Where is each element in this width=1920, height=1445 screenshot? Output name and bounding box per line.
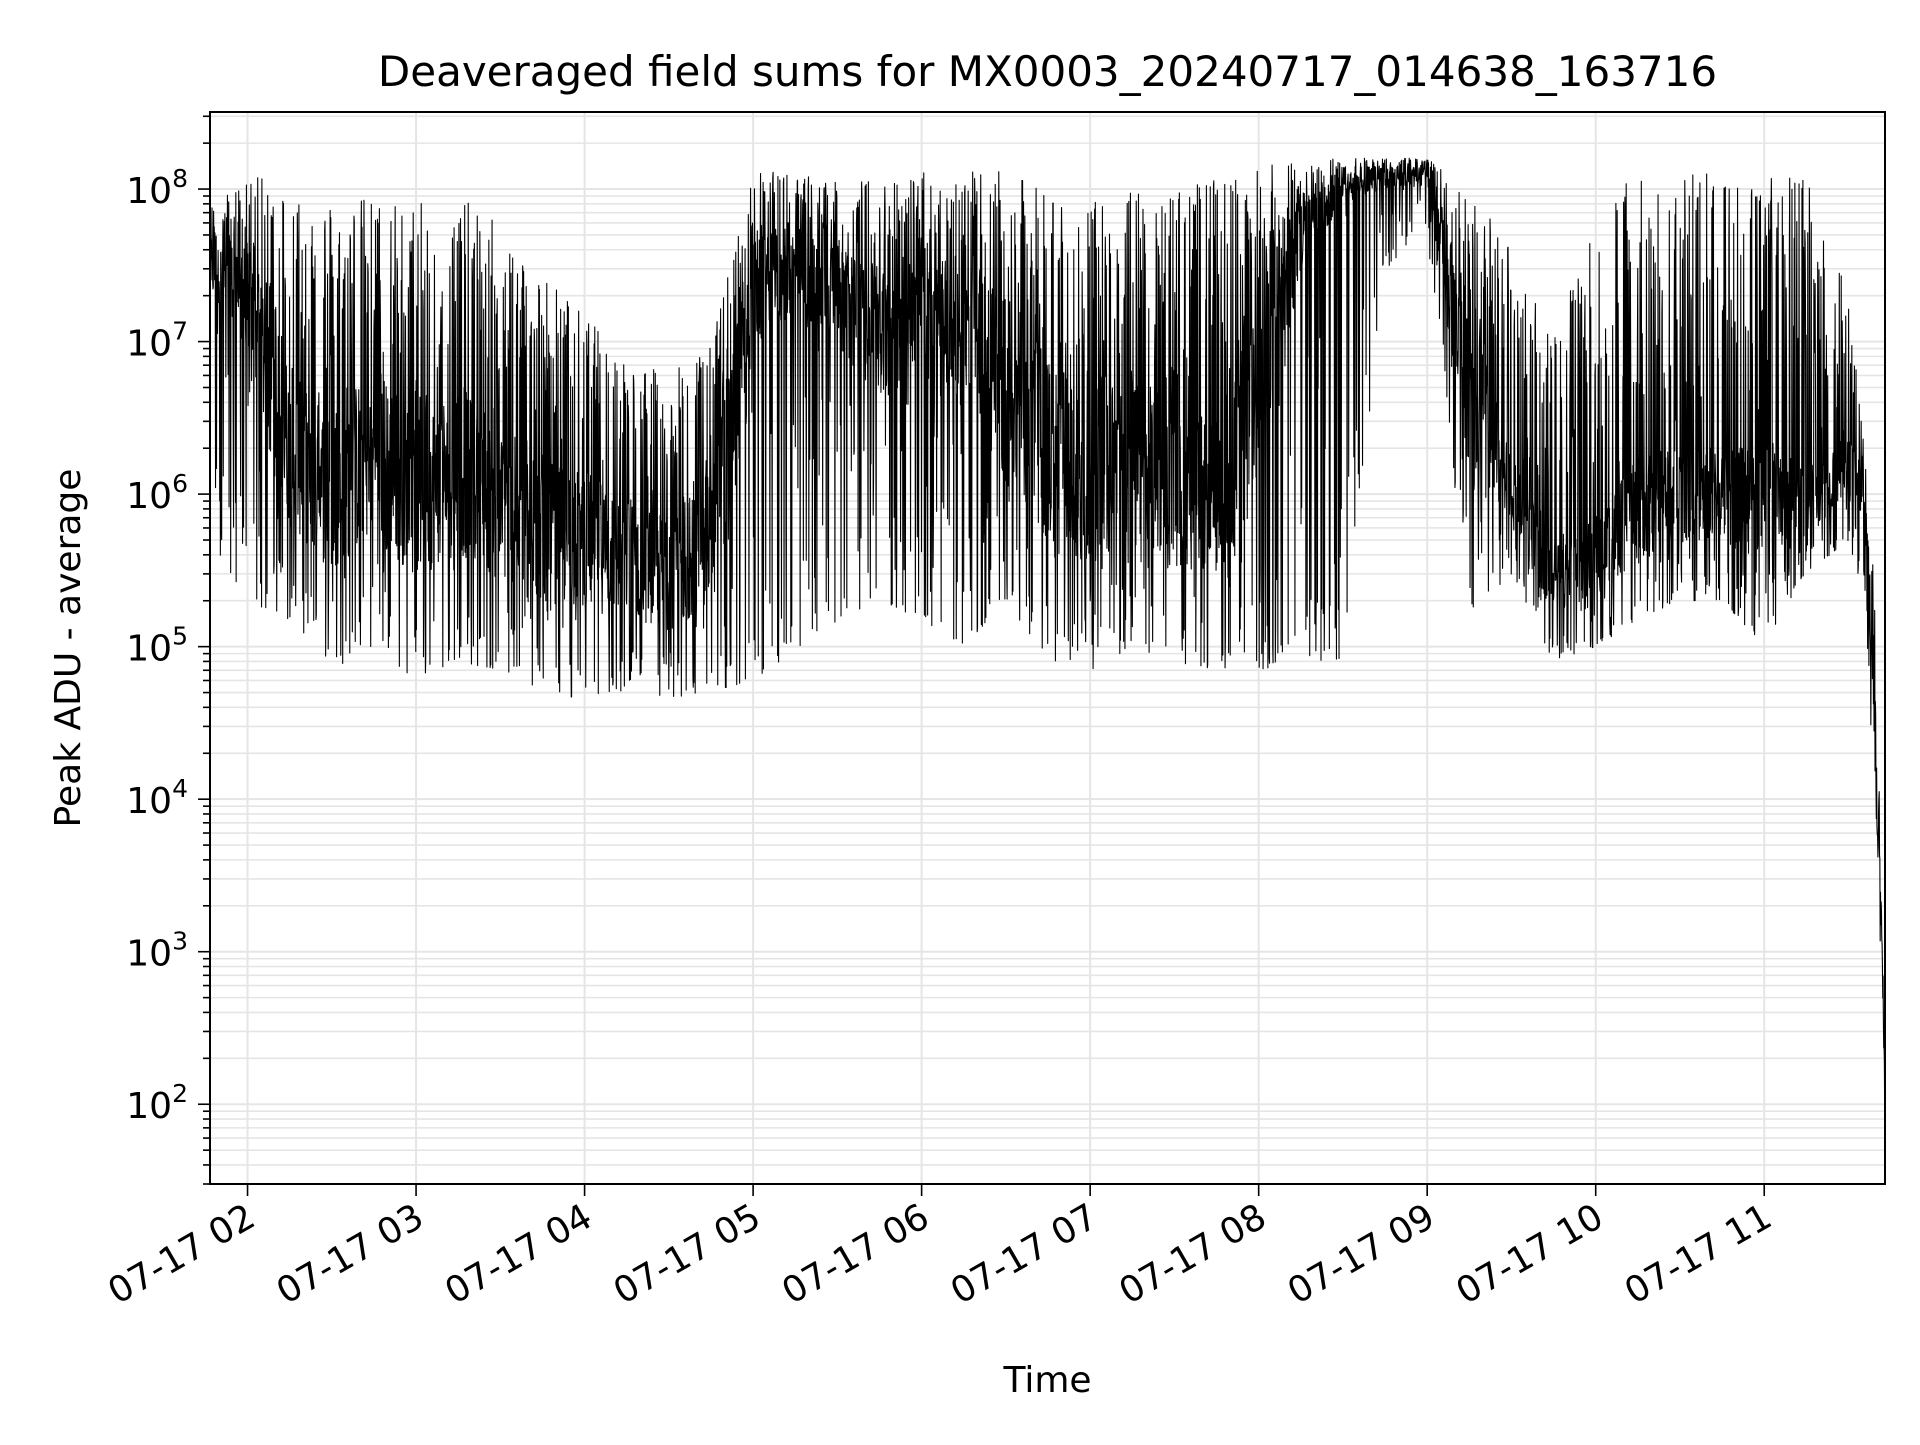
- y-tick-label: 105: [126, 622, 188, 670]
- y-axis-label: Peak ADU - average: [48, 469, 89, 828]
- y-tick-label: 107: [126, 317, 188, 365]
- y-tick-base: 10: [126, 476, 172, 517]
- y-tick-label: 102: [126, 1079, 188, 1127]
- plot-frame: [209, 111, 1886, 1185]
- y-tick-exponent: 6: [172, 469, 188, 498]
- y-tick-base: 10: [126, 171, 172, 212]
- y-tick-exponent: 2: [172, 1079, 188, 1108]
- chart-title: Deaveraged field sums for MX0003_2024071…: [378, 47, 1717, 96]
- y-tick-base: 10: [126, 781, 172, 822]
- y-tick-exponent: 7: [172, 317, 188, 346]
- series-line: [210, 157, 1886, 1151]
- y-tick-label: 104: [126, 774, 188, 822]
- y-tick-base: 10: [126, 324, 172, 365]
- x-axis-label: Time: [1002, 1360, 1091, 1401]
- y-tick-base: 10: [126, 934, 172, 975]
- y-tick-label: 108: [126, 164, 188, 212]
- y-tick-exponent: 8: [172, 164, 188, 193]
- y-tick-base: 10: [126, 629, 172, 670]
- y-tick-exponent: 3: [172, 927, 188, 956]
- y-tick-exponent: 5: [172, 622, 188, 651]
- y-tick-exponent: 4: [172, 774, 188, 803]
- y-tick-label: 106: [126, 469, 188, 517]
- data-layer: [210, 157, 1886, 1151]
- y-tick-base: 10: [126, 1086, 172, 1127]
- y-tick-label: 103: [126, 927, 188, 975]
